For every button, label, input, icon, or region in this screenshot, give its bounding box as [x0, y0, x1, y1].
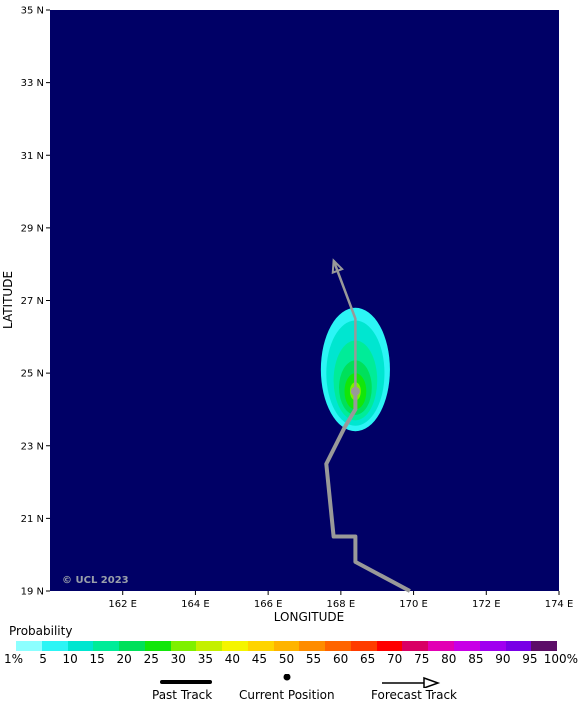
- colorbar-segment: [144, 641, 171, 651]
- colorbar-segment: [196, 641, 223, 651]
- lon-tick-label: 172 E: [472, 599, 501, 610]
- past-track-key: Past Track: [140, 674, 230, 704]
- lon-tick-label: 168 E: [327, 599, 356, 610]
- lat-tick-label: 19 N: [21, 587, 44, 598]
- colorbar-label: 95: [522, 652, 538, 666]
- lon-tick-label: 174 E: [545, 599, 574, 610]
- colorbar-label: 30: [170, 652, 186, 666]
- colorbar-label: 65: [360, 652, 376, 666]
- lon-tick-label: 162 E: [108, 599, 137, 610]
- colorbar-segment: [16, 641, 42, 651]
- forecast-track-line: [332, 260, 357, 392]
- lon-tick-label: 164 E: [181, 599, 210, 610]
- colorbar-label: 50: [278, 652, 295, 666]
- colorbar-segment: [41, 641, 68, 651]
- forecast-track-arrow-icon: [382, 676, 441, 688]
- lat-tick-label: 27 N: [21, 296, 44, 307]
- colorbar-segment: [325, 641, 351, 651]
- colorbar-label: 1%: [4, 652, 24, 666]
- current-position-label: Current Position: [239, 688, 335, 702]
- lat-tick-label: 31 N: [21, 151, 44, 162]
- y-axis-title: LATITUDE: [1, 271, 15, 329]
- colorbar-segment: [376, 641, 403, 651]
- past-track-label: Past Track: [152, 688, 213, 702]
- colorbar-label: 25: [143, 652, 159, 666]
- past-track-line: [324, 391, 411, 593]
- colorbar-segment: [119, 641, 145, 651]
- current-position-key: Current Position: [236, 674, 346, 704]
- colorbar-label: 15: [89, 652, 105, 666]
- colorbar-segment: [505, 641, 532, 651]
- storm-track: [324, 258, 411, 593]
- colorbar-segment: [454, 641, 480, 651]
- colorbar-label: 10: [62, 652, 78, 666]
- colorbar-segment: [222, 641, 248, 651]
- colorbar-label: 5: [39, 652, 47, 666]
- copyright-text: © UCL 2023: [62, 575, 129, 586]
- colorbar-label: 75: [414, 652, 430, 666]
- probability-colorbar: [16, 641, 558, 651]
- lat-tick-label: 33 N: [21, 78, 44, 89]
- colorbar-label: 35: [197, 652, 213, 666]
- colorbar-segment: [93, 641, 120, 651]
- colorbar-label: 100%: [543, 652, 578, 666]
- colorbar-label: 85: [468, 652, 484, 666]
- forecast-arrowhead: [331, 258, 344, 275]
- colorbar-segment: [247, 641, 274, 651]
- lat-tick-label: 25 N: [21, 369, 44, 380]
- colorbar-label: 90: [495, 652, 511, 666]
- colorbar-label: 20: [116, 652, 132, 666]
- lat-tick-label: 29 N: [21, 223, 44, 234]
- ocean-background: [50, 10, 559, 591]
- forecast-track-label: Forecast Track: [371, 688, 457, 702]
- lat-tick-label: 35 N: [21, 6, 44, 17]
- lat-tick-label: 23 N: [21, 441, 44, 452]
- past-track-line-icon: [160, 680, 212, 684]
- lon-tick-label: 166 E: [254, 599, 283, 610]
- colorbar-label: 80: [441, 652, 457, 666]
- forecast-track-key: Forecast Track: [366, 674, 476, 704]
- colorbar-segment: [273, 641, 300, 651]
- colorbar-segment: [350, 641, 377, 651]
- colorbar-segment: [402, 641, 429, 651]
- colorbar-segment: [299, 641, 326, 651]
- x-axis-title: LONGITUDE: [274, 610, 344, 624]
- colorbar-segment: [170, 641, 197, 651]
- lon-tick-label: 170 E: [399, 599, 428, 610]
- colorbar-label: 70: [387, 652, 403, 666]
- longitude-axis: 162 E 164 E 166 E 168 E 170 E 172 E 174 E: [108, 591, 573, 610]
- colorbar-labels: 1% 5 10 15 20 25 30 35 40 45 50 55 60 65 70 75 80 85 90 95 1…: [0, 652, 580, 668]
- colorbar-segment: [67, 641, 94, 651]
- current-position-dot-icon: [283, 674, 291, 681]
- latitude-axis: 35 N 33 N 31 N 29 N 27 N 25 N 23 N 21 N 19 N: [21, 6, 50, 598]
- colorbar-label: 55: [305, 652, 322, 666]
- colorbar-label: 40: [224, 652, 241, 666]
- lat-tick-label: 21 N: [21, 514, 44, 525]
- colorbar-segment: [531, 641, 558, 651]
- legend-title: Probability: [9, 624, 73, 638]
- colorbar-segment: [428, 641, 455, 651]
- colorbar-segment: [479, 641, 506, 651]
- current-position-marker: [350, 386, 360, 396]
- colorbar-label: 60: [332, 652, 349, 666]
- colorbar-label: 45: [251, 652, 268, 666]
